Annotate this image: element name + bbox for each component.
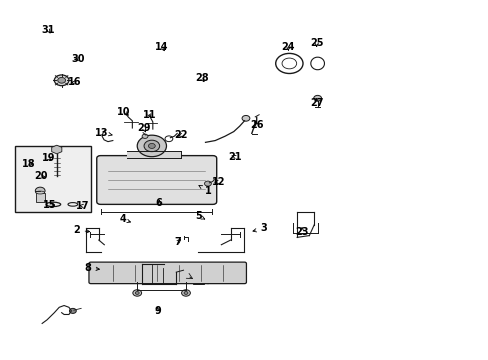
Text: 5: 5 [194, 211, 204, 221]
Polygon shape [127, 151, 181, 158]
Text: 27: 27 [309, 98, 323, 108]
Circle shape [242, 116, 249, 121]
Text: 11: 11 [142, 110, 156, 120]
Text: 15: 15 [42, 200, 56, 210]
Text: 29: 29 [137, 123, 150, 133]
Text: 21: 21 [227, 152, 241, 162]
Text: 12: 12 [212, 177, 225, 187]
Circle shape [135, 292, 139, 294]
Text: 20: 20 [34, 171, 48, 181]
Bar [193, 276, 203, 284]
Text: 2: 2 [73, 225, 89, 235]
Text: 25: 25 [309, 38, 323, 48]
Bar [15, 146, 91, 212]
FancyBboxPatch shape [97, 156, 216, 204]
Circle shape [137, 135, 166, 157]
Text: 7: 7 [174, 237, 181, 247]
Text: 31: 31 [41, 26, 55, 35]
Circle shape [181, 290, 190, 296]
Text: 18: 18 [22, 159, 36, 169]
Text: 24: 24 [281, 42, 295, 51]
Text: 17: 17 [76, 201, 89, 211]
Text: 8: 8 [84, 263, 99, 273]
Text: 3: 3 [252, 224, 267, 233]
Text: 10: 10 [117, 107, 130, 117]
Text: 30: 30 [71, 54, 84, 64]
Text: 22: 22 [174, 130, 187, 140]
Text: 19: 19 [41, 153, 55, 163]
Circle shape [35, 187, 45, 194]
Text: 9: 9 [154, 306, 161, 316]
Circle shape [142, 134, 148, 138]
Circle shape [205, 278, 210, 282]
Bar [36, 193, 44, 202]
Circle shape [204, 181, 211, 186]
Text: 1: 1 [199, 185, 211, 196]
Circle shape [183, 292, 187, 294]
Text: 4: 4 [119, 215, 130, 224]
Ellipse shape [36, 191, 44, 194]
Circle shape [58, 77, 65, 83]
Text: 6: 6 [156, 198, 162, 208]
Circle shape [54, 75, 69, 86]
Text: 16: 16 [68, 77, 81, 87]
FancyBboxPatch shape [89, 262, 246, 284]
Text: 26: 26 [249, 121, 263, 130]
Text: 23: 23 [295, 227, 308, 237]
Text: 14: 14 [155, 42, 168, 51]
Circle shape [133, 290, 142, 296]
Circle shape [144, 140, 159, 152]
Circle shape [313, 95, 321, 101]
Circle shape [69, 309, 76, 314]
Text: 28: 28 [194, 73, 208, 83]
Circle shape [148, 143, 155, 148]
Text: 13: 13 [95, 128, 112, 138]
Circle shape [203, 276, 212, 284]
